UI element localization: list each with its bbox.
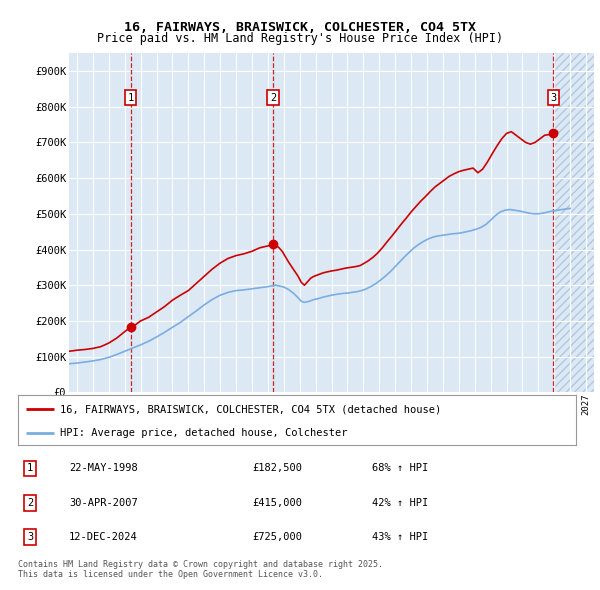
Text: £725,000: £725,000 xyxy=(252,532,302,542)
Text: £182,500: £182,500 xyxy=(252,464,302,473)
Text: 2: 2 xyxy=(270,93,276,103)
Text: 30-APR-2007: 30-APR-2007 xyxy=(69,498,138,507)
Text: 16, FAIRWAYS, BRAISWICK, COLCHESTER, CO4 5TX (detached house): 16, FAIRWAYS, BRAISWICK, COLCHESTER, CO4… xyxy=(60,404,441,414)
Text: 42% ↑ HPI: 42% ↑ HPI xyxy=(372,498,428,507)
Text: 2: 2 xyxy=(27,498,33,507)
Text: 12-DEC-2024: 12-DEC-2024 xyxy=(69,532,138,542)
Bar xyxy=(554,53,600,392)
Text: 43% ↑ HPI: 43% ↑ HPI xyxy=(372,532,428,542)
Text: 1: 1 xyxy=(27,464,33,473)
Text: 16, FAIRWAYS, BRAISWICK, COLCHESTER, CO4 5TX: 16, FAIRWAYS, BRAISWICK, COLCHESTER, CO4… xyxy=(124,21,476,34)
Text: 1: 1 xyxy=(128,93,134,103)
Text: 68% ↑ HPI: 68% ↑ HPI xyxy=(372,464,428,473)
Bar xyxy=(554,53,600,392)
Text: 22-MAY-1998: 22-MAY-1998 xyxy=(69,464,138,473)
Text: 3: 3 xyxy=(27,532,33,542)
Text: HPI: Average price, detached house, Colchester: HPI: Average price, detached house, Colc… xyxy=(60,428,347,438)
Text: Price paid vs. HM Land Registry's House Price Index (HPI): Price paid vs. HM Land Registry's House … xyxy=(97,32,503,45)
Text: Contains HM Land Registry data © Crown copyright and database right 2025.
This d: Contains HM Land Registry data © Crown c… xyxy=(18,560,383,579)
Text: £415,000: £415,000 xyxy=(252,498,302,507)
Text: 3: 3 xyxy=(550,93,557,103)
